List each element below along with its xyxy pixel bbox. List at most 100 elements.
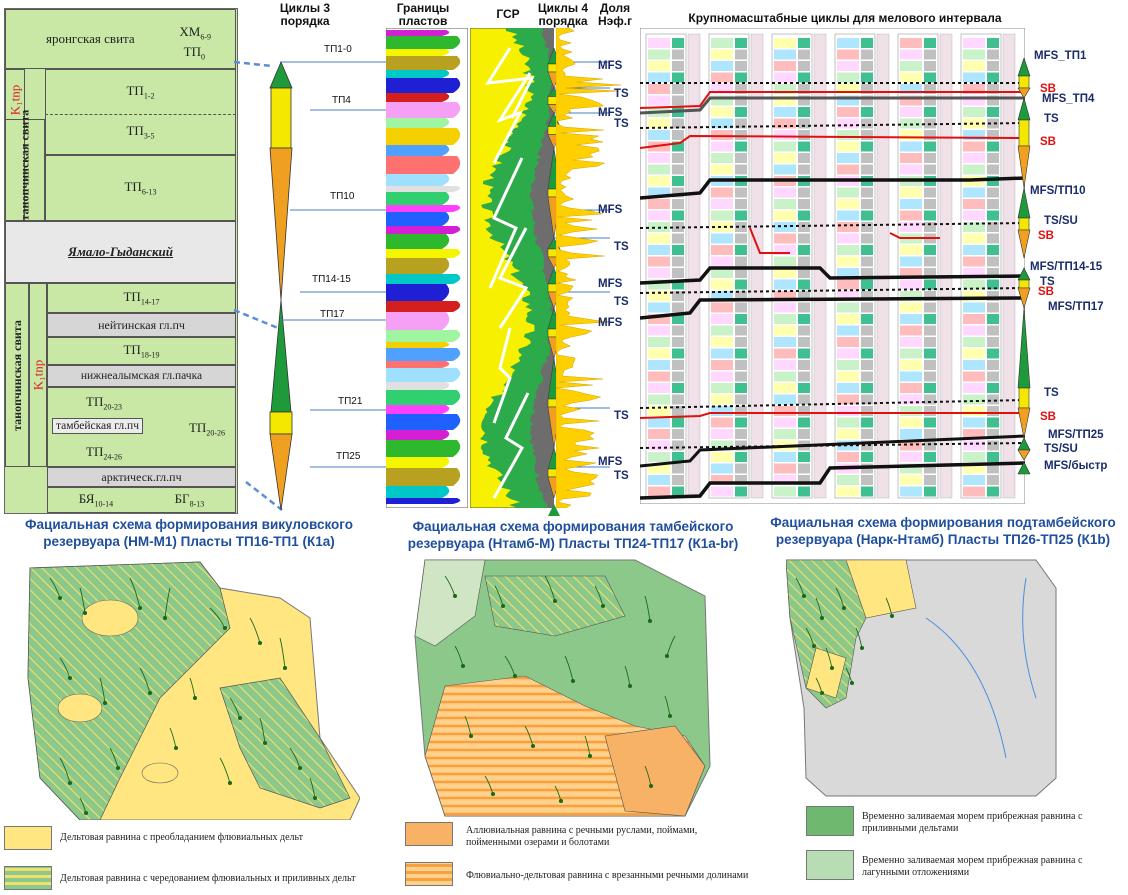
well-cell bbox=[900, 371, 922, 382]
well-cell bbox=[924, 348, 936, 359]
well-cell bbox=[987, 268, 999, 278]
tp-marker-1: ТП4 bbox=[332, 95, 351, 106]
well-cell bbox=[648, 245, 670, 255]
well-cell bbox=[987, 72, 999, 83]
well-cell bbox=[735, 210, 747, 221]
well-cell bbox=[963, 164, 985, 175]
well-cell bbox=[672, 210, 684, 221]
well-cell bbox=[837, 256, 859, 267]
well-log bbox=[687, 33, 701, 499]
legend-swatch-3 bbox=[405, 822, 453, 846]
well-cell bbox=[900, 440, 922, 451]
well-cell bbox=[774, 164, 796, 175]
well-cell bbox=[987, 394, 999, 405]
well-cell bbox=[900, 337, 922, 347]
well-cell bbox=[711, 164, 733, 175]
right-cycles-diagram bbox=[1017, 58, 1031, 475]
well-cell bbox=[798, 245, 810, 255]
well-cell bbox=[672, 199, 684, 209]
well-cell bbox=[924, 371, 936, 382]
flow-arrow-head bbox=[257, 640, 263, 646]
tanop-lower-label: танопчинская свита bbox=[9, 319, 24, 431]
well-cell bbox=[711, 291, 733, 301]
flow-arrow bbox=[229, 697, 241, 719]
flow-arrow bbox=[289, 747, 301, 769]
well-cell bbox=[924, 72, 936, 83]
well-cell bbox=[648, 95, 670, 106]
well-cell bbox=[924, 210, 936, 221]
well-cell bbox=[837, 371, 859, 382]
well-cell bbox=[798, 314, 810, 324]
flow-arrow bbox=[584, 735, 591, 757]
legend-text-5: Временно заливаемая морем прибрежная рав… bbox=[862, 811, 1083, 834]
well-cell bbox=[963, 130, 985, 140]
tp-marker-5: ТП21 bbox=[338, 396, 363, 407]
well-cell bbox=[837, 141, 859, 152]
well-cell bbox=[798, 130, 810, 140]
legend-swatch-6 bbox=[806, 850, 854, 880]
flow-arrow-head bbox=[162, 615, 168, 621]
well-cell bbox=[924, 314, 936, 324]
tp1819-label: ТП18-19 bbox=[123, 342, 160, 360]
flow-arrow bbox=[49, 577, 61, 599]
well-cell bbox=[711, 95, 733, 106]
flow-arrow bbox=[805, 627, 815, 647]
well-cell bbox=[711, 187, 733, 198]
well-cell bbox=[861, 337, 873, 347]
seq-right-label: MFS/быстр bbox=[1044, 460, 1108, 472]
well-cell bbox=[648, 256, 670, 267]
well-cell bbox=[861, 371, 873, 382]
strat-tp2026-block: ТП20-23 тамбейская гл.пч ТП20-26 ТП24-26 bbox=[47, 387, 236, 467]
flow-arrow bbox=[464, 715, 472, 737]
well-cell bbox=[672, 49, 684, 60]
flow-arrow-head bbox=[147, 690, 153, 696]
well-cell bbox=[735, 153, 747, 163]
well-cell bbox=[900, 475, 922, 485]
well-cell bbox=[987, 486, 999, 497]
well-cell bbox=[648, 72, 670, 83]
boundary-band bbox=[386, 156, 461, 174]
yarong-label: яронгская свита bbox=[46, 31, 135, 46]
well-cell bbox=[711, 429, 733, 439]
well-cell bbox=[900, 95, 922, 106]
well-cell bbox=[987, 130, 999, 140]
flow-arrow bbox=[249, 617, 261, 644]
yamal-label: Ямало-Гыданский bbox=[67, 244, 174, 259]
well-cell bbox=[900, 463, 922, 474]
well-cell bbox=[963, 371, 985, 382]
well-cell bbox=[924, 394, 936, 405]
well-cell bbox=[837, 233, 859, 244]
well-cell bbox=[672, 268, 684, 278]
well-cell bbox=[648, 61, 670, 71]
well-cell bbox=[672, 279, 684, 290]
boundary-band bbox=[386, 368, 461, 382]
boundary-band bbox=[386, 498, 461, 504]
seq-right-label: MFS/ТП25 bbox=[1048, 429, 1104, 441]
flow-arrow-head bbox=[811, 643, 817, 649]
bg-label: БГ8-13 bbox=[174, 491, 205, 509]
flow-arrow-head bbox=[600, 603, 606, 609]
well-cell bbox=[672, 314, 684, 324]
well-cell bbox=[735, 314, 747, 324]
well-cell bbox=[798, 72, 810, 83]
seq-right-label: MFS/ТП14-15 bbox=[1030, 261, 1103, 273]
well-cell bbox=[924, 429, 936, 439]
well-cell bbox=[672, 256, 684, 267]
seq-right-label: SB bbox=[1038, 286, 1054, 298]
well-cell bbox=[774, 429, 796, 439]
well-cell bbox=[963, 256, 985, 267]
well-cell bbox=[648, 268, 670, 278]
well-cell bbox=[837, 279, 859, 290]
well-cell bbox=[648, 371, 670, 382]
well-cell bbox=[924, 302, 936, 313]
boundary-band bbox=[386, 301, 461, 312]
well-cell bbox=[774, 61, 796, 71]
boundary-band bbox=[386, 192, 450, 205]
well-cell bbox=[837, 84, 859, 94]
well-cell bbox=[900, 130, 922, 140]
strat-yarong: яронгская свита ХМ6-9 ТП0 bbox=[5, 9, 236, 69]
boundary-band bbox=[386, 440, 461, 457]
boundary-band bbox=[386, 186, 461, 192]
well-cell bbox=[711, 61, 733, 71]
well-cell bbox=[963, 199, 985, 209]
